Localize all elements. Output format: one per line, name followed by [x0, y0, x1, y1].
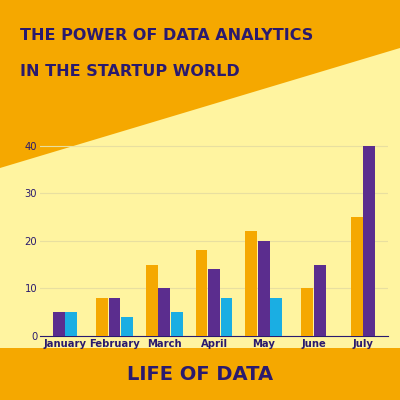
Bar: [314, 264, 326, 336]
Bar: [146, 264, 158, 336]
Bar: [96, 298, 108, 336]
Bar: [196, 250, 208, 336]
Bar: [301, 288, 313, 336]
Bar: [53, 312, 64, 336]
Bar: [351, 217, 363, 336]
Bar: [158, 288, 170, 336]
Bar: [109, 298, 120, 336]
Bar: [171, 312, 183, 336]
Bar: [65, 312, 77, 336]
Bar: [364, 146, 375, 336]
Bar: [245, 231, 257, 336]
Text: THE POWER OF DATA ANALYTICS: THE POWER OF DATA ANALYTICS: [20, 28, 313, 43]
Bar: [258, 241, 270, 336]
Bar: [220, 298, 232, 336]
Bar: [208, 269, 220, 336]
Text: IN THE STARTUP WORLD: IN THE STARTUP WORLD: [20, 64, 240, 79]
Bar: [121, 317, 133, 336]
Text: LIFE OF DATA: LIFE OF DATA: [127, 364, 273, 384]
Bar: [270, 298, 282, 336]
